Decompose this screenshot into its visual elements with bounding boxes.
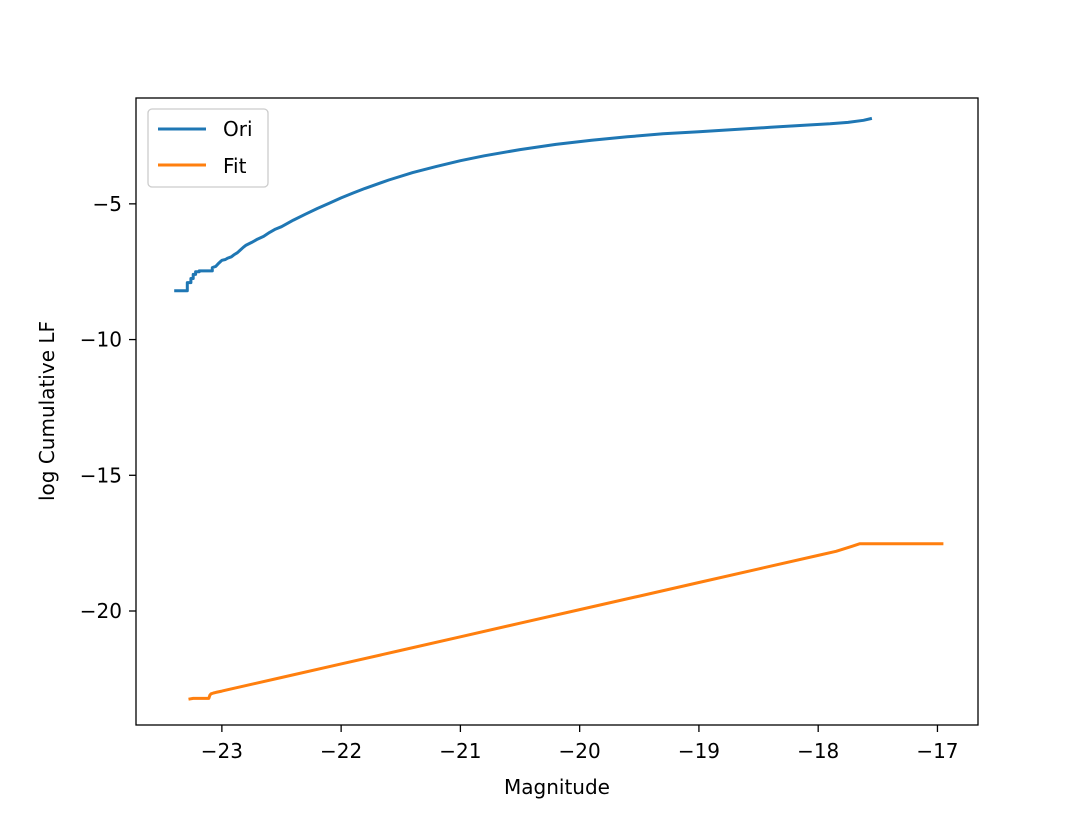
y-tick-label: −20 xyxy=(80,599,122,623)
series-line-fit xyxy=(188,542,944,701)
plot-frame xyxy=(135,97,979,726)
x-tick-label: −20 xyxy=(559,739,601,763)
x-tick-label: −23 xyxy=(201,739,243,763)
y-tick-label: −10 xyxy=(80,328,122,352)
series-line-ori xyxy=(174,116,873,293)
x-tick-label: −19 xyxy=(678,739,720,763)
x-tick-label: −21 xyxy=(439,739,481,763)
legend-label-fit: Fit xyxy=(223,154,247,178)
y-tick-label: −15 xyxy=(80,463,122,487)
x-axis: −23 −22 −21 −20 −19 −18 −17 xyxy=(201,725,959,763)
y-axis: −5 −10 −15 −20 xyxy=(80,192,136,623)
y-tick-label: −5 xyxy=(93,192,122,216)
x-tick-label: −17 xyxy=(916,739,958,763)
legend: Ori Fit xyxy=(147,108,269,188)
y-axis-label: log Cumulative LF xyxy=(35,321,59,501)
series-layer xyxy=(174,116,944,701)
x-tick-label: −18 xyxy=(797,739,839,763)
x-axis-label: Magnitude xyxy=(504,775,610,799)
x-tick-label: −22 xyxy=(320,739,362,763)
legend-label-ori: Ori xyxy=(223,117,253,141)
